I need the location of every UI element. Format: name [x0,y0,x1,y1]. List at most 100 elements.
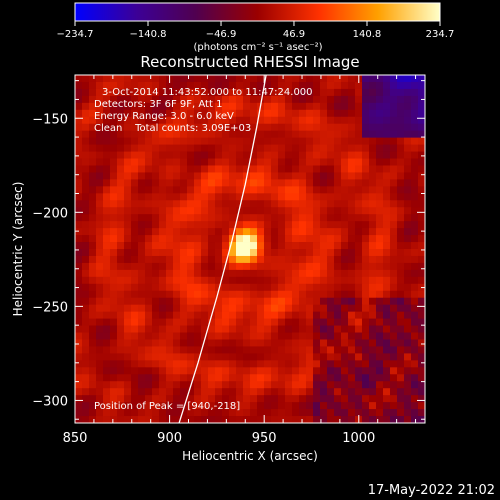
heatmap-cell [201,346,209,354]
heatmap-cell [166,165,174,173]
heatmap-cell [187,332,195,340]
heatmap-cell [173,137,181,145]
heatmap-cell [383,172,391,180]
heatmap-cell [243,339,251,347]
heatmap-cell [397,130,405,139]
heatmap-cell [236,325,244,333]
heatmap-cell [285,151,293,159]
heatmap-cell [257,325,265,333]
heatmap-cell [201,144,209,152]
heatmap-cell [334,95,342,104]
heatmap-cell [180,102,188,111]
heatmap-cell [341,102,349,111]
heatmap-cell [117,207,125,215]
heatmap-cell [264,409,272,417]
heatmap-cell [418,249,425,257]
heatmap-cell [89,228,97,236]
heatmap-cell [257,346,265,354]
heatmap-cell [257,388,265,396]
heatmap-cell [110,81,118,90]
heatmap-cell [138,102,146,111]
heatmap-cell [341,360,349,368]
heatmap-cell [215,81,223,90]
heatmap-cell [320,228,328,236]
heatmap-cell [362,381,370,389]
heatmap-cell [418,116,425,125]
heatmap-cell [334,102,342,111]
heatmap-cell [103,262,111,271]
heatmap-cell [124,262,132,271]
heatmap-cell [75,221,83,229]
heatmap-cell [215,402,223,410]
heatmap-cell [383,249,391,257]
heatmap-cell [75,325,83,333]
heatmap-cell [243,186,251,194]
heatmap-cell [145,249,153,257]
heatmap-cell [236,158,244,166]
heatmap-cell [383,325,391,333]
heatmap-cell [334,172,342,180]
heatmap-cell [411,102,419,111]
heatmap-cell [180,353,188,361]
heatmap-cell [250,179,258,187]
heatmap-cell [180,165,188,173]
heatmap-cell [173,165,181,173]
heatmap-cell [229,283,237,292]
heatmap-cell [250,172,258,180]
heatmap-cell [124,200,132,208]
heatmap-cell [376,88,384,97]
heatmap-cell [131,297,139,306]
heatmap-cell [187,214,195,222]
heatmap-cell [313,88,321,97]
heatmap-cell [243,137,251,145]
heatmap-cell [383,102,391,111]
heatmap-cell [376,109,384,118]
heatmap-cell [222,367,230,375]
heatmap-cell [222,144,230,152]
heatmap-cell [103,116,111,125]
heatmap-cell [327,123,335,132]
heatmap-cell [327,381,335,389]
heatmap-cell [145,88,153,97]
heatmap-cell [390,235,398,243]
heatmap-cell [369,311,377,319]
heatmap-cell [243,381,251,389]
heatmap-cell [257,235,265,243]
heatmap-cell [383,346,391,354]
heatmap-cell [208,416,216,423]
heatmap-cell [355,290,363,299]
heatmap-cell [285,381,293,389]
heatmap-cell [166,207,174,215]
heatmap-cell [390,137,398,145]
heatmap-cell [411,346,419,354]
heatmap-cell [82,172,90,180]
heatmap-cell [418,193,425,201]
heatmap-cell [159,144,167,152]
heatmap-cell [313,409,321,417]
heatmap-cell [362,297,370,306]
heatmap-cell [89,116,97,125]
y-tick-label: −200 [32,206,68,221]
heatmap-cell [334,297,342,306]
heatmap-cell [285,221,293,229]
heatmap-cell [152,262,160,271]
heatmap-cell [327,214,335,222]
heatmap-cell [236,221,244,229]
heatmap-cell [159,290,167,299]
heatmap-cell [271,360,279,368]
heatmap-cell [201,186,209,194]
heatmap-cell [96,123,104,132]
heatmap-cell [278,367,286,375]
heatmap-cell [201,283,209,292]
heatmap-cell [75,242,83,250]
heatmap-cell [201,269,209,278]
heatmap-cell [362,123,370,132]
heatmap-cell [390,102,398,111]
heatmap-cell [320,367,328,375]
heatmap-cell [271,130,279,139]
heatmap-cell [369,109,377,118]
heatmap-cell [404,109,412,118]
heatmap-cell [152,325,160,333]
heatmap-cell [306,388,314,396]
heatmap-cell [96,388,104,396]
